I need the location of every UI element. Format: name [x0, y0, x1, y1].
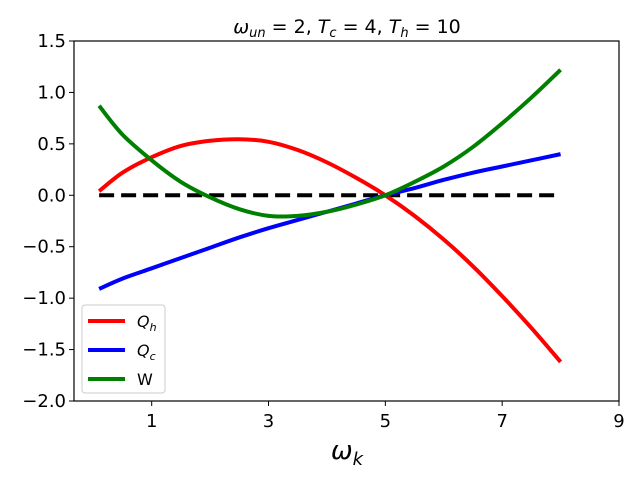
xlabel-sub: k	[353, 449, 365, 470]
x-axis-label: ωk	[331, 436, 365, 470]
chart-title: ωun = 2, Tc = 4, Th = 10	[233, 16, 461, 41]
x-tick-label: 7	[496, 411, 507, 432]
x-tick-label: 3	[263, 411, 274, 432]
y-tick-label: −1.5	[22, 340, 66, 361]
title-omega-val: = 2,	[266, 16, 318, 38]
axes-frame	[73, 40, 620, 402]
title-tc-val: = 4,	[337, 16, 389, 38]
title-omega-sub: un	[249, 26, 265, 41]
y-tick-label: 0.0	[37, 185, 66, 206]
legend: Qh Qc W	[81, 304, 166, 394]
y-axis: 1.5 1.0 0.5 0.0 −0.5 −1.0 −1.5 −2.0	[22, 31, 74, 412]
legend-label-qh: Qh	[137, 312, 157, 334]
title-th-val: = 10	[409, 16, 461, 38]
legend-label-w: W	[137, 370, 153, 389]
legend-label-qc: Qc	[137, 341, 156, 363]
y-tick-label: −1.0	[22, 288, 66, 309]
title-tc-sub: c	[329, 26, 336, 41]
y-tick-label: 1.0	[37, 82, 66, 103]
y-tick-label: −2.0	[22, 391, 66, 412]
title-tc: T	[318, 16, 331, 38]
series-line-qh	[97, 137, 563, 364]
title-th: T	[389, 16, 402, 38]
y-tick-label: 1.5	[37, 31, 66, 52]
x-tick-label: 1	[146, 411, 157, 432]
x-tick-label: 9	[613, 411, 624, 432]
x-axis: 1 3 5 7 9	[146, 401, 625, 432]
xlabel-main: ω	[331, 436, 353, 466]
series-line-w	[97, 68, 562, 219]
plot-area	[97, 68, 563, 364]
title-omega: ω	[233, 16, 249, 38]
y-tick-label: 0.5	[37, 134, 66, 155]
y-tick-label: −0.5	[22, 237, 66, 258]
x-tick-label: 5	[380, 411, 391, 432]
title-th-sub: h	[400, 26, 408, 41]
